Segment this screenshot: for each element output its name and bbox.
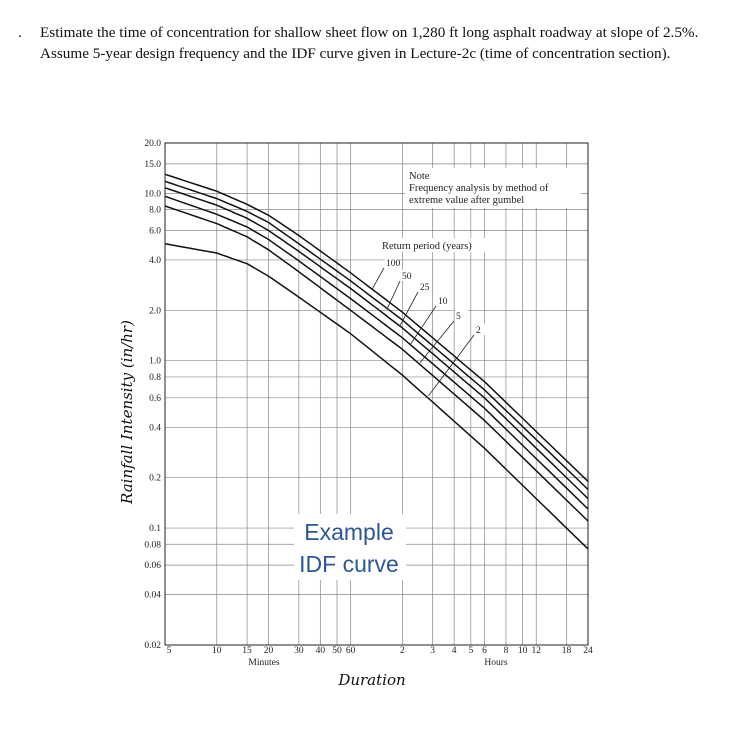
- series-line-100: [164, 173, 589, 482]
- overlay-line-2: IDF curve: [299, 551, 399, 577]
- x-tick-label-3: 20: [264, 646, 274, 656]
- tick-labels: 20.0 15.0 10.0 8.0 6.0 4.0 2.0 1.0 0.8 0.6 0.4 0.2 0…: [144, 139, 593, 656]
- series-label-100: 100: [386, 259, 401, 269]
- overlay-background: [294, 514, 406, 580]
- y-tick-label-16: 0.02: [144, 641, 161, 651]
- x-group-hours: Hours: [484, 658, 508, 668]
- series-label-5: 5: [456, 312, 461, 322]
- label-bg-10: [437, 295, 450, 306]
- y-tick-label-13: 0.08: [144, 540, 161, 550]
- series-line-50: [164, 180, 589, 491]
- label-bg-50: [401, 270, 414, 281]
- y-tick-label-0: 20.0: [144, 139, 161, 149]
- note-title: Note: [409, 171, 430, 182]
- x-group-minutes: Minutes: [248, 658, 279, 668]
- series-line-25: [164, 187, 589, 500]
- x-tick-label-4: 30: [294, 646, 304, 656]
- x-tick-label-6: 50: [332, 646, 342, 656]
- leader-5: [419, 320, 455, 363]
- series-label-2: 2: [476, 326, 481, 336]
- x-tick-label-17: 24: [583, 646, 593, 656]
- series-label-50: 50: [402, 272, 412, 282]
- x-tick-label-2: 15: [242, 646, 252, 656]
- y-tick-label-15: 0.04: [144, 591, 161, 601]
- series-line-2: [164, 242, 589, 550]
- y-tick-label-5: 4.0: [149, 256, 161, 266]
- return-period-background: [380, 238, 494, 252]
- x-tick-label-13: 8: [504, 646, 509, 656]
- y-tick-label-7: 1.0: [149, 357, 161, 367]
- x-tick-label-8: 2: [400, 646, 405, 656]
- series-label-10: 10: [438, 297, 448, 307]
- note-background: [405, 168, 581, 208]
- x-tick-label-16: 18: [562, 646, 572, 656]
- y-tick-label-4: 6.0: [149, 226, 161, 236]
- label-bg-2: [475, 324, 488, 335]
- note-line-1: Frequency analysis by method of: [409, 183, 549, 194]
- leader-25: [399, 291, 419, 327]
- y-tick-label-14: 0.06: [144, 561, 161, 571]
- series-line-10: [164, 195, 589, 510]
- y-tick-label-1: 15.0: [144, 160, 161, 170]
- x-tick-label-10: 4: [452, 646, 457, 656]
- x-tick-label-11: 5: [468, 646, 473, 656]
- y-tick-label-6: 2.0: [149, 306, 161, 316]
- x-tick-label-15: 12: [531, 646, 541, 656]
- y-tick-label-9: 0.6: [149, 394, 161, 404]
- label-bg-5: [455, 310, 468, 321]
- series-label-25: 25: [420, 283, 430, 293]
- y-tick-label-10: 0.4: [149, 423, 161, 433]
- x-tick-label-0: 5: [167, 646, 172, 656]
- question-text: Estimate the time of concentration for s…: [40, 24, 699, 62]
- y-tick-label-3: 8.0: [149, 206, 161, 216]
- return-period-label: Return period (years): [382, 241, 472, 252]
- leader-100: [371, 267, 385, 290]
- y-tick-label-2: 10.0: [144, 189, 161, 199]
- y-tick-label-11: 0.2: [149, 474, 161, 484]
- note-line-2: extreme value after gumbel: [409, 195, 524, 206]
- x-tick-label-1: 10: [212, 646, 222, 656]
- label-bg-100: [385, 257, 398, 268]
- overlay-line-1: Example: [304, 519, 393, 545]
- x-tick-label-12: 6: [482, 646, 487, 656]
- y-axis-title: Rainfall Intensity (in/hr): [118, 320, 136, 505]
- x-tick-label-9: 3: [430, 646, 435, 656]
- question-bullet: .: [18, 24, 22, 41]
- series-line-5: [164, 205, 589, 522]
- leader-2: [428, 334, 475, 397]
- label-bg-25: [419, 281, 432, 292]
- leader-50: [386, 280, 401, 309]
- x-tick-label-7: 60: [346, 646, 356, 656]
- y-tick-label-12: 0.1: [149, 524, 161, 534]
- leader-10: [410, 305, 437, 345]
- chart-curves: [164, 173, 589, 550]
- y-tick-label-8: 0.8: [149, 373, 161, 383]
- x-tick-label-14: 10: [518, 646, 528, 656]
- x-tick-label-5: 40: [316, 646, 326, 656]
- x-axis-title: Duration: [337, 671, 405, 689]
- plot-frame: [164, 142, 589, 646]
